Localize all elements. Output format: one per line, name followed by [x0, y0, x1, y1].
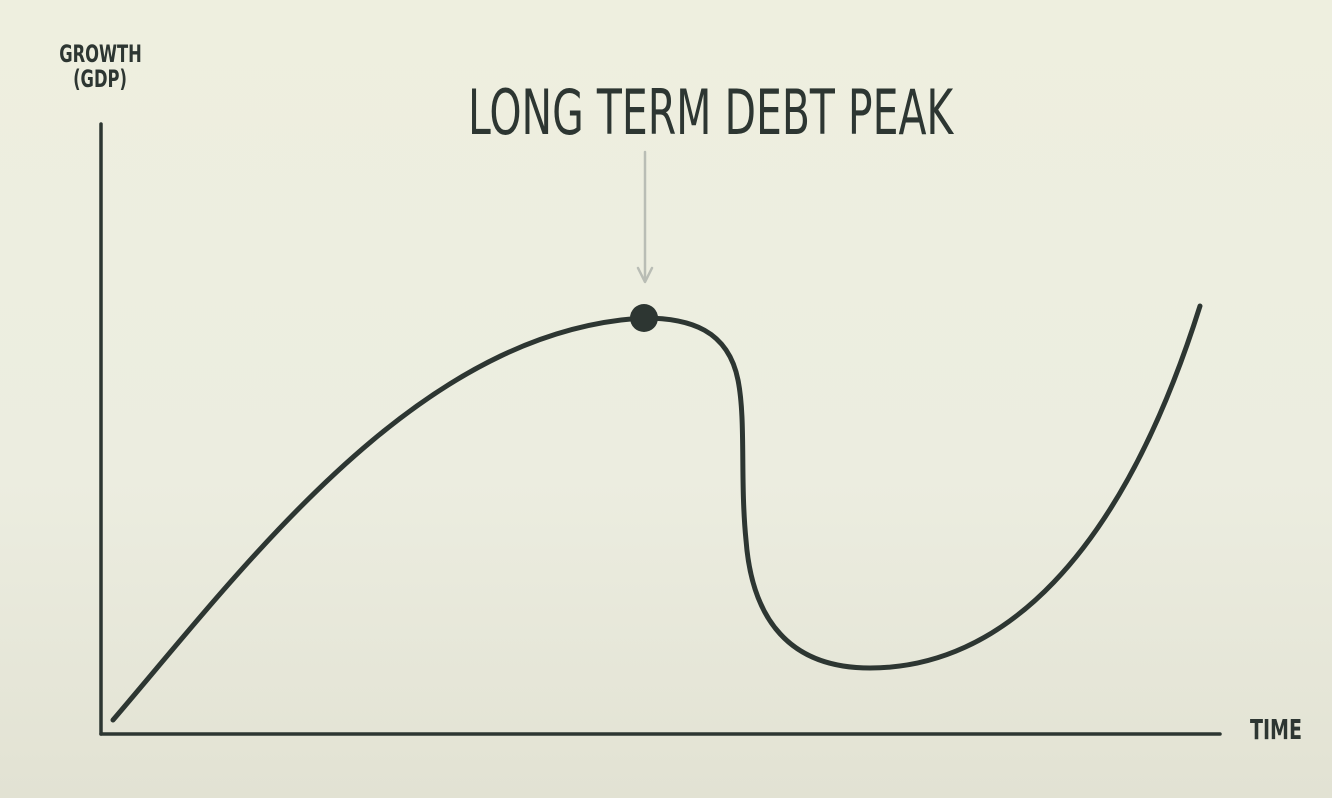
diagram-title: LONG TERM DEBT PEAK	[468, 76, 954, 149]
y-axis-label: GROWTH (GDP)	[59, 40, 142, 94]
y-axis-label-line1: GROWTH	[59, 40, 142, 68]
x-axis-label: TIME	[1249, 713, 1303, 746]
y-axis-label-line2: (GDP)	[73, 65, 127, 94]
debt-peak-marker	[630, 304, 658, 332]
growth-curve	[110, 303, 1203, 723]
peak-arrow-head	[636, 266, 654, 284]
